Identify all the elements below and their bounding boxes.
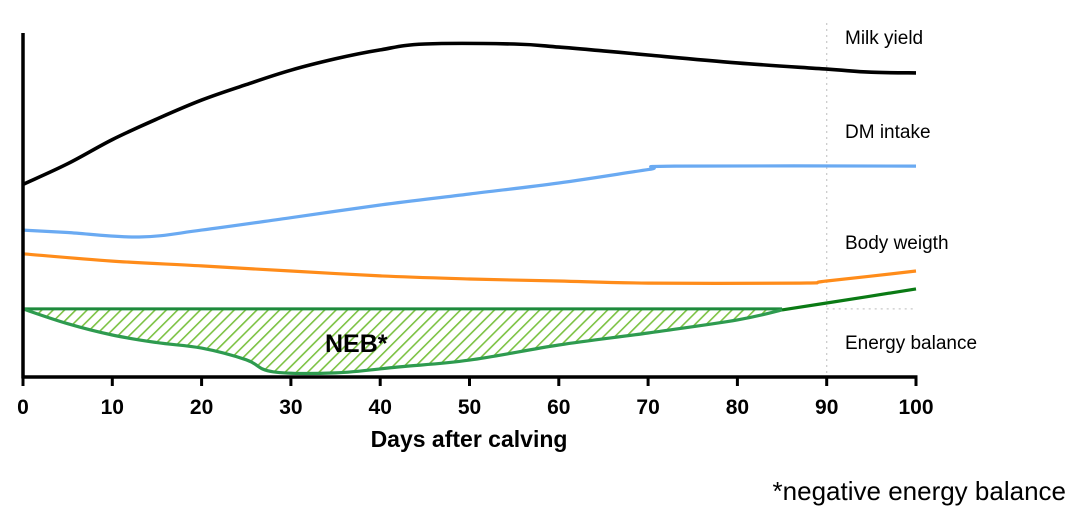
x-tick-label-10: 10 bbox=[101, 396, 124, 419]
x-tick-label-40: 40 bbox=[369, 396, 392, 419]
neb-shaded-region bbox=[23, 308, 782, 374]
series-line-milk-yield bbox=[22, 41, 917, 187]
label-milk-yield: Milk yield bbox=[845, 28, 923, 49]
footnote: *negative energy balance bbox=[772, 476, 1066, 506]
x-tick-label-30: 30 bbox=[279, 396, 302, 419]
x-tick-label-80: 80 bbox=[726, 396, 749, 419]
x-tick-label-0: 0 bbox=[17, 396, 29, 419]
label-body-weight: Body weigth bbox=[845, 233, 949, 254]
series-line-body-weigth bbox=[22, 252, 917, 285]
x-tick-label-20: 20 bbox=[190, 396, 213, 419]
label-dm-intake: DM intake bbox=[845, 122, 931, 143]
label-energy-balance: Energy balance bbox=[845, 333, 977, 354]
plot-area bbox=[22, 23, 917, 377]
neb-annotation: NEB* bbox=[325, 330, 388, 358]
x-axis-title: Days after calving bbox=[371, 426, 568, 452]
series-line-energy-balance bbox=[22, 307, 783, 376]
axes: 0 10 20 30 40 50 60 70 80 90 100 bbox=[17, 33, 934, 419]
x-tick-label-100: 100 bbox=[898, 396, 933, 419]
series-line-energy-balance-positive bbox=[781, 287, 917, 312]
x-tick-label-90: 90 bbox=[815, 396, 838, 419]
x-tick-label-50: 50 bbox=[458, 396, 481, 419]
x-tick-label-60: 60 bbox=[547, 396, 570, 419]
series-line-dm-intake bbox=[22, 164, 917, 239]
x-tick-label-70: 70 bbox=[636, 396, 659, 419]
labels: Milk yield DM intake Body weigth Energy … bbox=[325, 28, 977, 452]
